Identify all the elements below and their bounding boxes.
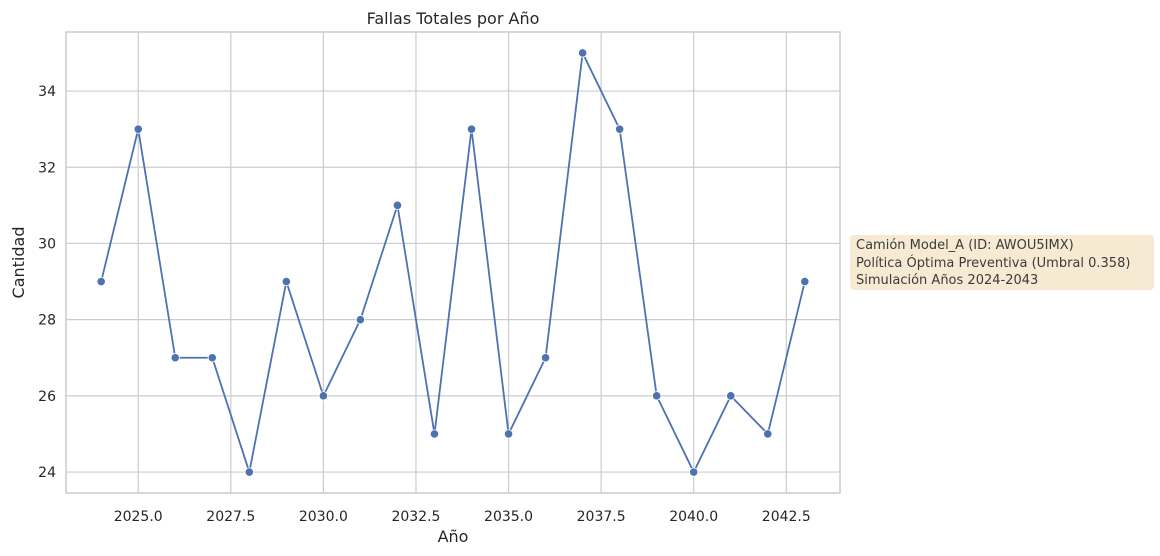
data-point [503, 429, 514, 439]
data-point [689, 467, 699, 477]
data-point [540, 353, 551, 363]
annotation-line-policy: Política Óptima Preventiva (Umbral 0.358… [856, 255, 1131, 271]
data-point [318, 391, 328, 401]
data-point [244, 467, 254, 477]
x-tick-label: 2032.5 [391, 509, 440, 525]
data-point [429, 429, 440, 439]
data-point [170, 353, 180, 363]
annotation-line-simulation: Simulación Años 2024-2043 [856, 273, 1039, 288]
points-layer [96, 48, 810, 477]
data-point [726, 391, 736, 401]
data-point [207, 353, 217, 363]
x-axis-label: Año [438, 527, 469, 546]
x-tick-label: 2037.5 [577, 509, 626, 525]
data-point [652, 391, 662, 401]
series-layer [100, 52, 806, 473]
data-point [392, 200, 403, 210]
x-tick-label: 2025.0 [114, 509, 163, 525]
x-tick-label: 2027.5 [206, 509, 255, 525]
data-point [763, 429, 773, 439]
x-tick-label: 2035.0 [484, 509, 533, 525]
grid [66, 32, 840, 493]
y-tick-label: 32 [38, 160, 56, 176]
chart-title: Fallas Totales por Año [367, 9, 540, 28]
y-tick-label: 34 [38, 84, 56, 100]
annotation-line-vehicle: Camión Model_A (ID: AWOU5IMX) [856, 238, 1074, 253]
y-tick-label: 28 [38, 313, 56, 329]
x-tick-label: 2042.5 [762, 509, 811, 525]
annotation-box: Camión Model_A (ID: AWOU5IMX) Política Ó… [850, 235, 1154, 290]
data-point [281, 276, 291, 287]
y-axis-label: Cantidad [9, 227, 28, 299]
x-tick-label: 2030.0 [299, 509, 348, 525]
plot-frame [65, 31, 841, 494]
data-point [355, 315, 366, 325]
y-tick-label: 26 [38, 389, 56, 405]
series-line [100, 52, 806, 473]
tick-labels: 2025.0 2027.5 2030.0 2032.5 2035.0 2037.5 2040… [38, 84, 811, 525]
data-point [578, 48, 588, 58]
y-tick-label: 30 [38, 236, 56, 252]
y-tick-label: 24 [38, 465, 56, 481]
data-point [466, 124, 477, 134]
data-point [133, 124, 143, 134]
data-point [96, 276, 106, 287]
x-tick-label: 2040.0 [669, 509, 718, 525]
data-point [615, 124, 625, 134]
data-point [800, 276, 810, 287]
